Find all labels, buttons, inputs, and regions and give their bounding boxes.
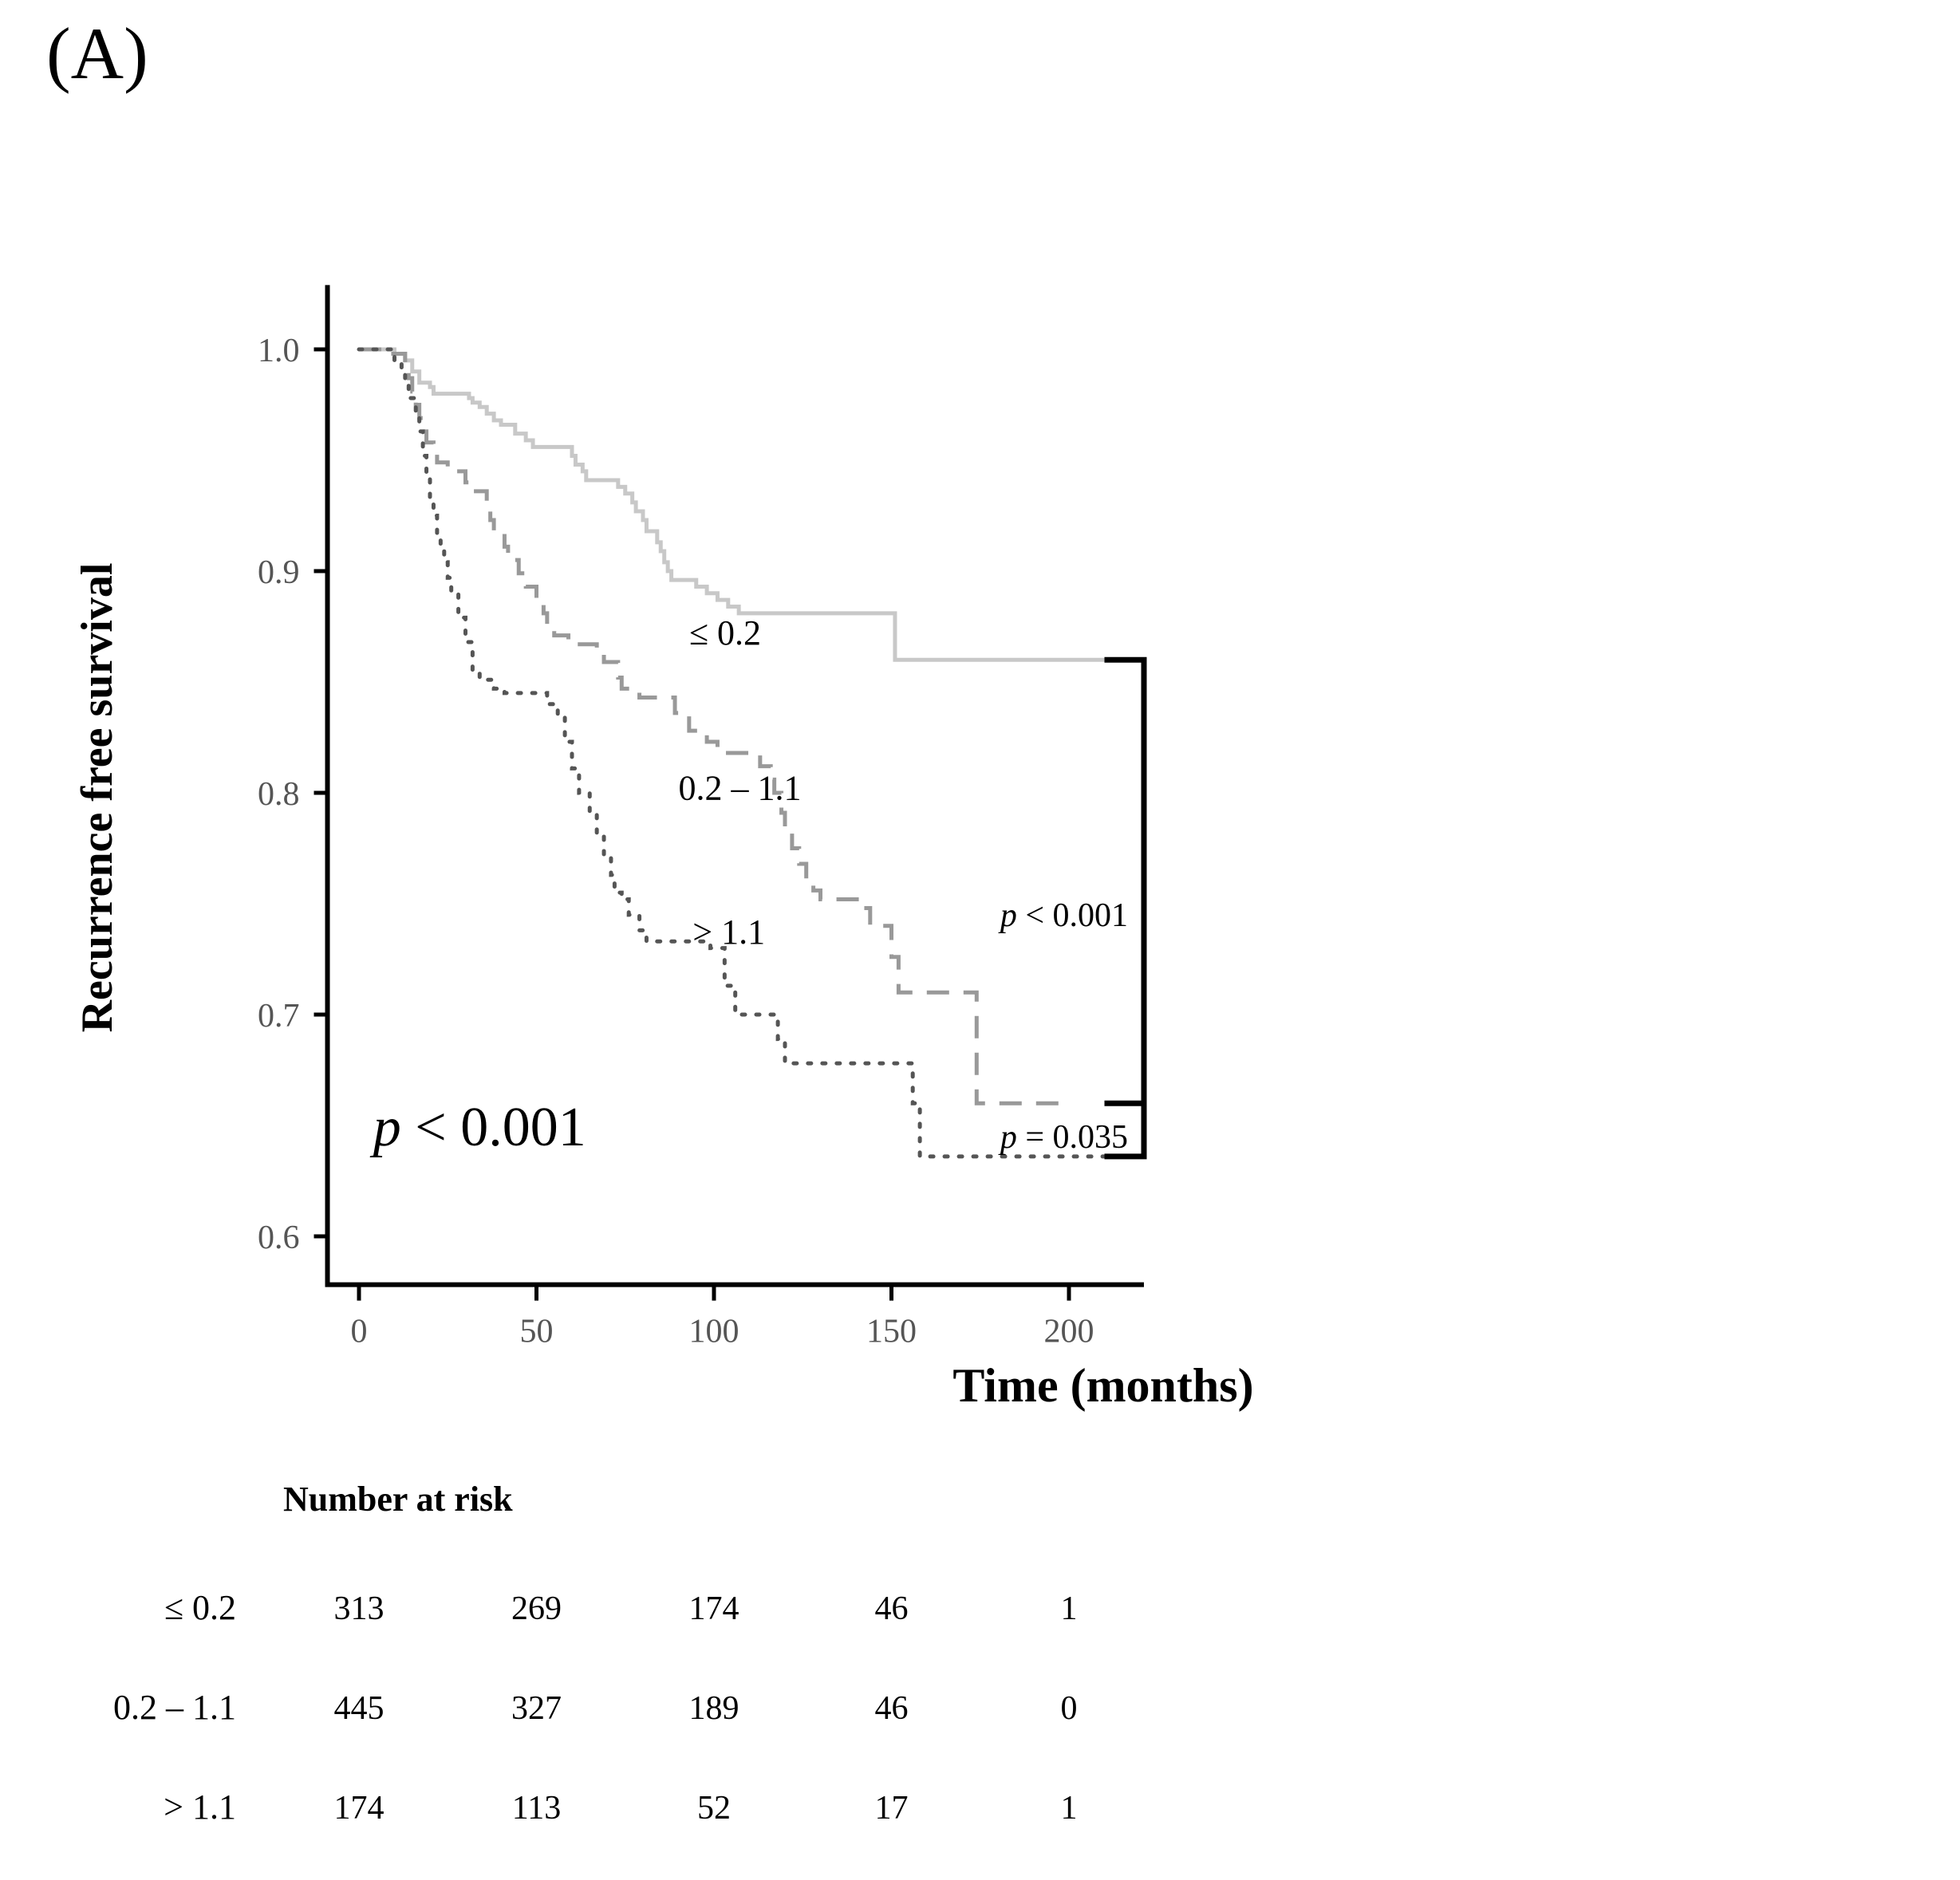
x-axis-title: Time (months) [952,1359,1253,1412]
risk-row-label-1: 0.2 – 1.1 [113,1688,236,1727]
x-tick-label: 200 [1044,1314,1094,1350]
series-line-0 [359,347,1105,662]
series-line-2 [357,347,1106,1159]
y-tick-label: 0.9 [258,554,300,591]
series-label-1: 0.2 – 1.1 [679,768,802,807]
risk-count: 46 [875,1590,909,1627]
y-axis-title: Recurrence free survival [73,563,122,1033]
risk-count: 17 [875,1790,909,1827]
series-label-2: > 1.1 [692,912,765,952]
risk-count: 269 [511,1590,562,1627]
x-tick-label: 150 [866,1314,917,1350]
panel-label: (A) [46,13,148,94]
survival-curves: ≤ 0.2 0.2 – 1.1 > 1.1 [357,347,1106,1159]
x-tick-label: 0 [351,1314,368,1350]
risk-count: 445 [334,1690,385,1727]
x-tick-label: 50 [520,1314,554,1350]
risk-table-title: Number at risk [283,1480,513,1519]
series-label-0: ≤ 0.2 [689,613,761,652]
risk-count: 313 [334,1590,385,1627]
risk-count: 327 [511,1690,562,1727]
risk-count: 113 [512,1790,561,1827]
y-tick-label: 0.8 [258,776,300,813]
risk-row-label-0: ≤ 0.2 [164,1588,236,1627]
risk-table: ≤ 0.2 313 269 174 46 1 0.2 – 1.1 445 327 189 46 0 > … [113,1588,1078,1827]
overall-p-value: p < 0.001 [369,1097,586,1158]
bracket-bottom-p-value: p = 0.035 [998,1119,1128,1156]
y-tick-label: 0.6 [258,1220,300,1256]
risk-count: 52 [697,1790,731,1827]
risk-count: 1 [1061,1590,1078,1627]
series-line-1 [359,347,1063,1106]
y-tick-label: 0.7 [258,998,300,1035]
axes: 0.6 0.7 0.8 0.9 1.0 0 50 100 150 200 [258,285,1144,1350]
risk-count: 174 [334,1790,385,1827]
risk-count: 46 [875,1690,909,1727]
x-tick-label: 100 [689,1314,739,1350]
risk-count: 0 [1061,1690,1078,1727]
y-tick-label: 1.0 [258,333,300,369]
bracket-top-p-value: p < 0.001 [998,897,1128,934]
risk-row-label-2: > 1.1 [164,1787,236,1827]
risk-count: 174 [689,1590,739,1627]
risk-count: 1 [1061,1790,1078,1827]
risk-count: 189 [689,1690,739,1727]
annotations: p < 0.001 p = 0.035 p < 0.001 [369,656,1147,1160]
comparison-bracket [1104,656,1147,1160]
